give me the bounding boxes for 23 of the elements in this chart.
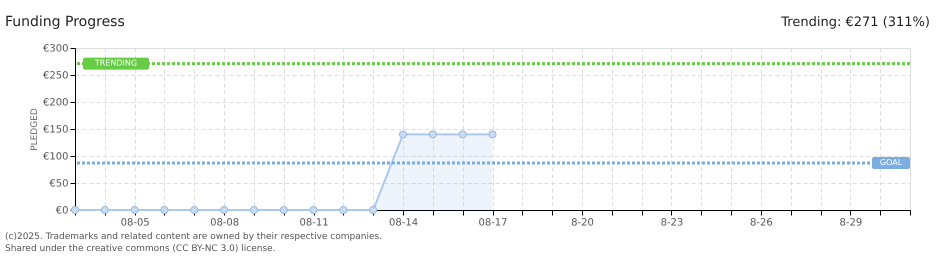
x-tick-label: 8-23 bbox=[660, 218, 684, 228]
x-tick-label: 08-17 bbox=[478, 218, 508, 228]
chart-title: Funding Progress bbox=[5, 14, 125, 30]
y-tick-label: €250 bbox=[43, 70, 68, 82]
y-tick-label: €150 bbox=[43, 124, 68, 136]
x-tick-label: 8-29 bbox=[840, 218, 862, 228]
x-tick-label: 08-14 bbox=[389, 218, 418, 228]
ref-line-label: GOAL bbox=[880, 158, 903, 168]
y-tick-label: €0 bbox=[56, 206, 68, 216]
x-tick-label: 8-20 bbox=[571, 218, 594, 228]
y-tick-label: €200 bbox=[43, 98, 68, 108]
x-tick-label: 08-05 bbox=[120, 218, 150, 228]
x-tick-label: 08-08 bbox=[210, 218, 240, 228]
text: Trending: €271 (311%) bbox=[780, 15, 930, 30]
y-tick-label: €100 bbox=[43, 152, 68, 162]
y-axis-title: PLEDGED bbox=[30, 108, 40, 151]
x-tick-label: 08-11 bbox=[300, 218, 329, 228]
x-tick-label: 8-26 bbox=[750, 218, 773, 228]
text: (c)2025. Trademarks and related content are owned by their respective companies. bbox=[5, 232, 382, 242]
ref-line-label: TRENDING bbox=[94, 58, 138, 68]
y-tick-label: €50 bbox=[49, 178, 68, 190]
text: Shared under the creative commons (CC BY-NC 3.0) license. bbox=[5, 244, 276, 254]
y-tick-label: €300 bbox=[43, 44, 68, 54]
